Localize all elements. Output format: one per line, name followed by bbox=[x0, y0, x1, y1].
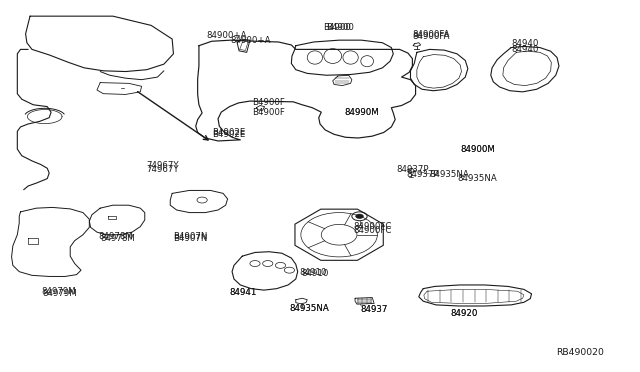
Text: 84978M: 84978M bbox=[100, 234, 135, 243]
Text: 84935NA: 84935NA bbox=[457, 174, 497, 183]
Circle shape bbox=[356, 214, 364, 218]
Text: B4900F: B4900F bbox=[252, 108, 285, 117]
Text: 84979M: 84979M bbox=[43, 289, 77, 298]
Text: B4900F: B4900F bbox=[252, 98, 285, 107]
Text: 84900FC: 84900FC bbox=[354, 226, 392, 235]
Text: 84990M: 84990M bbox=[344, 108, 379, 118]
Text: 84900+A: 84900+A bbox=[207, 31, 247, 40]
Text: 84920: 84920 bbox=[451, 309, 478, 318]
Text: B4902E: B4902E bbox=[212, 130, 245, 139]
Text: 84920: 84920 bbox=[451, 309, 478, 318]
Text: 84900FA: 84900FA bbox=[412, 30, 450, 39]
Text: 84937: 84937 bbox=[360, 305, 388, 314]
Text: B4900: B4900 bbox=[323, 23, 351, 32]
Text: 84900FA: 84900FA bbox=[412, 32, 450, 41]
Text: B4907N: B4907N bbox=[173, 232, 208, 241]
Text: 84935NA: 84935NA bbox=[429, 170, 469, 179]
Text: 84941: 84941 bbox=[229, 288, 256, 297]
Text: 84910: 84910 bbox=[301, 269, 328, 278]
Text: 84979M: 84979M bbox=[41, 287, 76, 296]
Text: 84935NA: 84935NA bbox=[289, 304, 329, 313]
Text: 84941: 84941 bbox=[230, 288, 257, 297]
Text: 84940: 84940 bbox=[511, 45, 538, 54]
Text: 84900+A: 84900+A bbox=[231, 36, 271, 45]
Text: 84900M: 84900M bbox=[460, 145, 495, 154]
Text: 74967Y: 74967Y bbox=[147, 161, 179, 170]
Text: 84937: 84937 bbox=[360, 305, 388, 314]
Text: B4900: B4900 bbox=[326, 23, 355, 32]
Text: RB490020: RB490020 bbox=[556, 348, 604, 357]
Text: 84937P: 84937P bbox=[406, 170, 439, 179]
Text: B4907N: B4907N bbox=[173, 234, 208, 243]
Text: 84937P: 84937P bbox=[396, 165, 429, 174]
Text: 74967Y: 74967Y bbox=[147, 165, 179, 174]
Text: 84978M: 84978M bbox=[99, 232, 133, 241]
Text: 84990M: 84990M bbox=[344, 108, 379, 118]
Text: 84935NA: 84935NA bbox=[289, 304, 329, 313]
Text: 84910: 84910 bbox=[300, 268, 327, 277]
Text: B4902E: B4902E bbox=[212, 128, 245, 137]
Text: 84900M: 84900M bbox=[460, 145, 495, 154]
Text: 84940: 84940 bbox=[511, 39, 538, 48]
Text: 84900FC: 84900FC bbox=[354, 222, 392, 231]
